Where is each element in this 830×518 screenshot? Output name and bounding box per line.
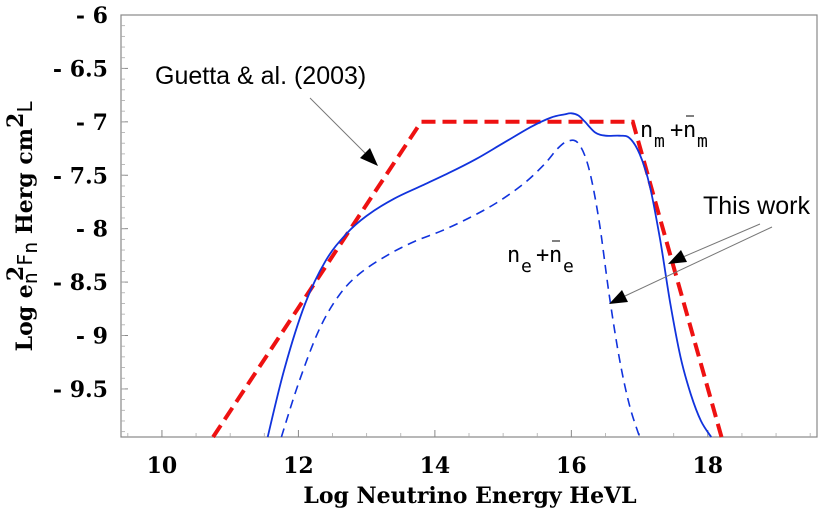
- ylabel-sup-2: 2: [3, 266, 29, 281]
- y-tick-label: - 7: [76, 110, 108, 136]
- series-line-guetta: [211, 119, 724, 439]
- y-tick-label: - 8: [76, 217, 108, 243]
- nue-n2: n: [549, 243, 562, 268]
- series-layer: [211, 112, 724, 439]
- ylabel-sub-n: n: [18, 272, 42, 284]
- series-line-numu: [266, 112, 712, 438]
- nue-sub1: e: [521, 256, 532, 277]
- numu-n2: n: [683, 118, 696, 143]
- nue-sub2: e: [563, 256, 574, 277]
- y-tick-label: - 9.5: [53, 377, 108, 403]
- x-tick-label: 14: [420, 453, 451, 479]
- numu-sub2: m: [697, 131, 708, 152]
- nue-label: n e + n e: [507, 240, 574, 277]
- numu-plus: +: [670, 118, 683, 143]
- ylabel-mid: Herg cm: [12, 128, 38, 242]
- y-axis: - 6 - 6.5 - 7 - 7.5 - 8 - 8.5 - 9 - 9.5: [53, 3, 128, 433]
- numu-n1: n: [640, 118, 653, 143]
- x-tick-label: 16: [556, 453, 587, 479]
- y-tick-label: - 8.5: [53, 270, 108, 296]
- thiswork-arrow-line-1: [682, 223, 761, 258]
- ylabel-prefix: Log e: [12, 284, 38, 351]
- numu-label: n m + n m: [640, 115, 708, 152]
- thiswork-arrow-head-1: [668, 250, 687, 264]
- this-work-label: This work: [703, 192, 810, 220]
- y-tick-label: - 7.5: [53, 163, 108, 189]
- x-axis: 10 12 14 16 18: [127, 430, 811, 479]
- y-tick-label: - 6: [76, 3, 108, 29]
- guetta-arrow-head: [360, 148, 378, 166]
- x-tick-label: 10: [147, 453, 178, 479]
- thiswork-arrow-line-2: [624, 226, 773, 297]
- ylabel-sup-2b: 2: [3, 113, 29, 128]
- ylabel-sub-n2: n: [18, 242, 42, 254]
- y-tick-label: - 6.5: [53, 56, 108, 82]
- numu-sub1: m: [654, 131, 665, 152]
- x-axis-title: Log Neutrino Energy HeVL: [303, 483, 636, 509]
- annotation-arrows: [309, 97, 773, 304]
- x-tick-label: 18: [693, 453, 724, 479]
- guetta-arrow-line: [309, 97, 369, 157]
- ylabel-suffix: L: [13, 101, 37, 113]
- series-line-nue: [280, 139, 641, 438]
- ylabel-F: F: [13, 254, 37, 266]
- guetta-label: Guetta & al. (2003): [155, 62, 366, 90]
- nue-n1: n: [507, 243, 520, 268]
- y-axis-title: Log en2Fn Herg cm2L: [3, 101, 42, 352]
- thiswork-arrow-head-2: [609, 290, 628, 304]
- nue-plus: +: [536, 243, 549, 268]
- y-tick-label: - 9: [76, 324, 108, 350]
- x-tick-label: 12: [283, 453, 314, 479]
- svg-text:Log en2Fn Herg cm2L: Log en2Fn Herg cm2L: [3, 101, 42, 352]
